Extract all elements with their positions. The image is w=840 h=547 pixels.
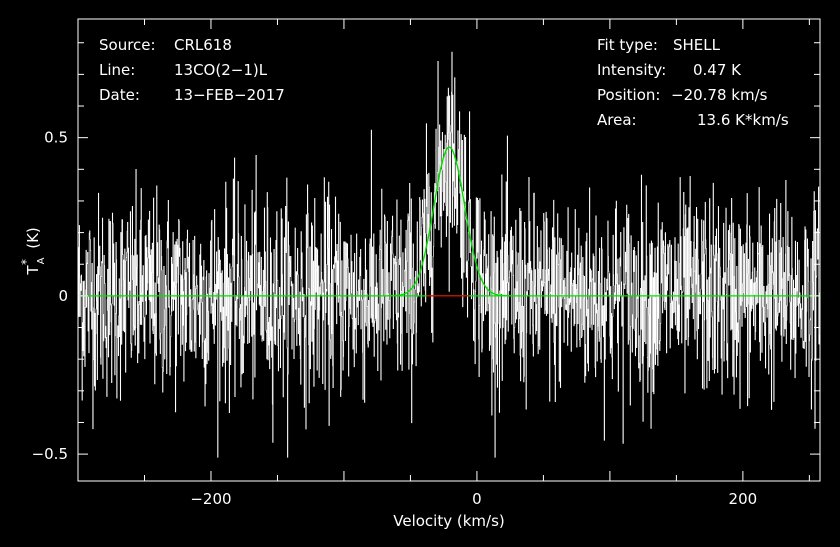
y-axis-label-unit: (K) <box>24 227 42 249</box>
fit-curve <box>387 146 511 297</box>
header-source-key: Source: <box>99 36 156 54</box>
plot-area <box>78 51 820 458</box>
y-axis-label-subscript: A <box>36 257 47 264</box>
header-right: Fit type: SHELL Intensity: 0.47 K Positi… <box>597 36 789 129</box>
header-position-key: Position: <box>597 86 660 104</box>
y-axis-label-symbol: T <box>24 265 42 276</box>
header-line-value: 13CO(2−1)L <box>174 61 268 79</box>
x-axis-label: Velocity (km/s) <box>393 512 504 530</box>
y-tick-label: 0 <box>58 287 68 305</box>
header-intensity-key: Intensity: <box>597 61 666 79</box>
y-axis-label: T * A (K) <box>19 227 47 275</box>
header-fit-type-key: Fit type: <box>597 36 658 54</box>
x-tick-label: −200 <box>190 490 231 508</box>
header-intensity-value: 0.47 K <box>693 61 742 79</box>
x-tick-label: 200 <box>729 490 758 508</box>
header-left: Source: CRL618 Line: 13CO(2−1)L Date: 13… <box>99 36 285 104</box>
header-date-value: 13−FEB−2017 <box>174 86 285 104</box>
header-line-key: Line: <box>99 61 135 79</box>
y-tick-label: −0.5 <box>32 445 68 463</box>
header-position-value: −20.78 km/s <box>671 86 768 104</box>
y-tick-label: 0.5 <box>44 129 68 147</box>
header-area-key: Area: <box>597 111 637 129</box>
x-tick-label: 0 <box>472 490 482 508</box>
plot-frame <box>77 18 821 482</box>
header-area-value: 13.6 K*km/s <box>697 111 789 129</box>
y-axis-label-superscript: * <box>19 259 33 265</box>
header-source-value: CRL618 <box>174 36 232 54</box>
header-date-key: Date: <box>99 86 140 104</box>
header-fit-type-value: SHELL <box>673 36 721 54</box>
axis-ticks: −200 0 200 0.5 0 −0.5 <box>32 19 820 508</box>
